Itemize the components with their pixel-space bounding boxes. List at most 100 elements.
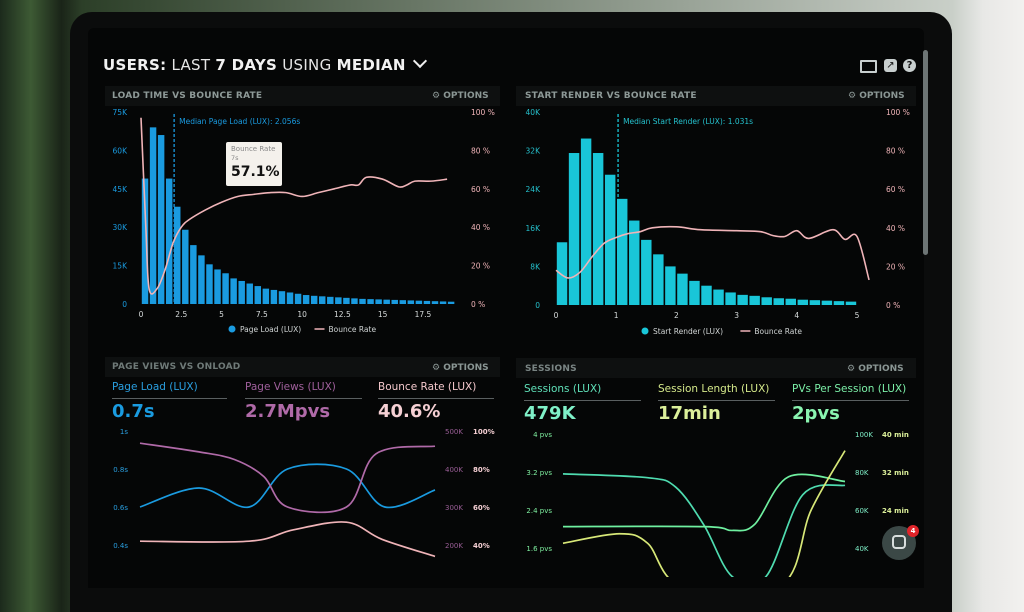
x-tick-label: 15 (378, 310, 388, 319)
monitor-icon[interactable] (860, 60, 877, 73)
y3-tick-label: 32 min (882, 469, 909, 477)
options-button[interactable]: ⚙ OPTIONS (432, 91, 489, 101)
histogram-bar (319, 296, 326, 304)
histogram-bar (286, 292, 294, 304)
help-icon[interactable]: ? (903, 59, 916, 72)
histogram-bar (809, 300, 821, 305)
y2-tick-label: 100 % (886, 108, 910, 117)
histogram-bar (399, 300, 407, 304)
histogram-bar (270, 289, 278, 304)
y2-tick-label: 60K (855, 507, 869, 515)
kpi-label: Page Views (LUX) (245, 381, 336, 393)
histogram-bar (773, 298, 784, 305)
histogram-bar (141, 178, 149, 304)
options-button[interactable]: ⚙ OPTIONS (848, 91, 905, 101)
histogram-bar (157, 135, 165, 304)
y-tick-label: 8K (530, 262, 541, 271)
y-tick-label: 16K (526, 224, 542, 233)
histogram-bar (556, 242, 568, 305)
y2-tick-label: 0 % (886, 301, 900, 310)
share-icon[interactable]: ↗ (884, 59, 897, 72)
series-line (562, 450, 846, 577)
histogram-bar (198, 255, 205, 304)
y2-tick-label: 100K (855, 431, 873, 439)
kpi-value: 2pvs (792, 403, 840, 424)
y2-tick-label: 80K (855, 469, 869, 477)
y-tick-label: 24K (526, 185, 542, 194)
histogram-bar (262, 288, 270, 304)
y3-tick-label: 40 min (882, 431, 909, 439)
histogram-bar (222, 273, 229, 304)
y3-tick-label: 100% (473, 428, 495, 436)
title-part: USING (282, 56, 332, 74)
histogram-bar (617, 198, 628, 305)
histogram-bar (665, 266, 676, 305)
y2-tick-label: 400K (445, 466, 463, 474)
histogram-bar (689, 280, 700, 305)
scrollbar[interactable] (923, 50, 928, 255)
histogram-bar (439, 301, 447, 304)
kpi-label: PVs Per Session (LUX) (792, 383, 907, 395)
title-part: 7 DAYS (215, 56, 278, 74)
x-tick-label: 12.5 (334, 310, 351, 319)
histogram-bar (278, 291, 286, 304)
y2-tick-label: 20 % (471, 262, 490, 271)
divider (792, 400, 909, 401)
panel-title: LOAD TIME VS BOUNCE RATE (112, 91, 263, 101)
y2-tick-label: 40K (855, 545, 869, 553)
legend-marker (228, 325, 236, 333)
y2-tick-label: 60 % (471, 185, 490, 194)
panel-header (516, 358, 916, 378)
y2-tick-label: 0 % (471, 300, 485, 309)
chat-icon (892, 535, 906, 549)
panel-header (516, 86, 916, 106)
gear-icon: ⚙ (848, 91, 860, 101)
panel-header (105, 357, 500, 377)
y-tick-label: 1s (120, 428, 128, 436)
tooltip-value: 57.1% (231, 164, 280, 180)
y-tick-label: 0 (122, 300, 127, 309)
y-tick-label: 32K (526, 147, 542, 156)
tooltip-x: 7s (231, 154, 239, 162)
y2-tick-label: 40 % (886, 224, 905, 233)
y2-tick-label: 80 % (886, 147, 905, 156)
legend-marker (641, 327, 649, 335)
x-tick-label: 2.5 (175, 310, 187, 319)
bounce-rate-line (555, 225, 870, 281)
histogram-bar (415, 300, 423, 304)
histogram-bar (230, 278, 237, 304)
series-line (562, 473, 846, 532)
histogram-bar (785, 298, 796, 305)
title-part: USERS: (103, 56, 167, 74)
options-button[interactable]: ⚙ OPTIONS (432, 363, 489, 373)
kpi-value: 40.6% (378, 401, 441, 422)
median-label: Median Page Load (LUX): 2.056s (179, 117, 300, 126)
histogram-bar (749, 295, 760, 305)
histogram-bar (407, 300, 415, 304)
histogram-bar (190, 245, 197, 304)
histogram-bar (246, 283, 253, 304)
histogram-bar (367, 299, 374, 304)
divider (658, 400, 775, 401)
panel-title: PAGE VIEWS VS ONLOAD (112, 362, 241, 372)
kpi-value: 0.7s (112, 401, 155, 422)
dashboard-screen (88, 28, 924, 588)
x-tick-label: 0 (139, 310, 144, 319)
histogram-bar (165, 178, 173, 304)
histogram-bar (383, 299, 390, 304)
options-button[interactable]: ⚙ OPTIONS (847, 364, 904, 374)
histogram-bar (182, 229, 189, 304)
histogram-bar (761, 297, 772, 305)
histogram-bar (310, 295, 318, 304)
histogram-bar (677, 273, 688, 305)
series-line (139, 442, 436, 514)
kpi-label: Sessions (LUX) (524, 383, 602, 395)
page-title[interactable]: USERS: LAST 7 DAYS USING MEDIAN (103, 53, 427, 74)
histogram-bar (423, 300, 431, 304)
histogram-bar (375, 299, 382, 304)
aggregation-dropdown[interactable]: MEDIAN (336, 56, 406, 74)
y-tick-label: 0.6s (113, 504, 128, 512)
legend-label: Bounce Rate (329, 325, 377, 334)
legend-label: Page Load (LUX) (240, 325, 301, 334)
chart-tooltip: Bounce Rate 7s 57.1% (226, 142, 282, 186)
